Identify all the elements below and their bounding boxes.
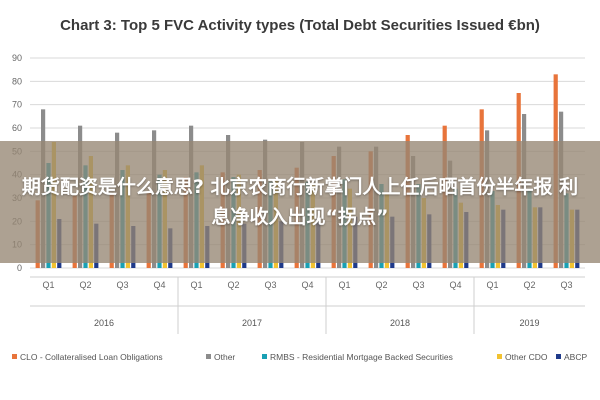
headline-banner[interactable]: 期货配资是什么意思? 北京农商行新掌门人上任后晒首份半年报 利息净收入出现“拐点… (0, 141, 600, 263)
legend-swatch (206, 354, 211, 359)
y-tick-label: 90 (12, 53, 22, 63)
y-tick-label: 80 (12, 76, 22, 86)
year-label: 2018 (390, 318, 410, 328)
y-tick-label: 60 (12, 123, 22, 133)
legend: CLO - Collateralised Loan Obligations Oth… (12, 352, 587, 362)
legend-swatch (12, 354, 17, 359)
x-tick-label: Q2 (523, 280, 535, 290)
headline-text[interactable]: 期货配资是什么意思? 北京农商行新掌门人上任后晒首份半年报 利息净收入出现“拐点… (21, 176, 579, 228)
legend-label: Other (214, 352, 235, 362)
year-label: 2019 (519, 318, 539, 328)
x-tick-label: Q2 (375, 280, 387, 290)
y-tick-label: 0 (17, 263, 22, 273)
legend-label: Other CDO (505, 352, 548, 362)
year-labels: 2016 2017 2018 2019 (94, 277, 540, 334)
x-tick-label: Q3 (560, 280, 572, 290)
chart-title: Chart 3: Top 5 FVC Activity types (Total… (60, 17, 540, 34)
legend-label: ABCP (564, 352, 587, 362)
x-tick-label: Q2 (79, 280, 91, 290)
y-tick-label: 70 (12, 100, 22, 110)
x-tick-label: Q4 (153, 280, 165, 290)
legend-label: CLO - Collateralised Loan Obligations (20, 352, 163, 362)
x-tick-label: Q1 (338, 280, 350, 290)
x-tick-label: Q1 (486, 280, 498, 290)
legend-swatch (497, 354, 502, 359)
x-tick-label: Q4 (449, 280, 461, 290)
x-tick-label: Q3 (412, 280, 424, 290)
x-tick-label: Q1 (190, 280, 202, 290)
x-tick-label: Q3 (264, 280, 276, 290)
x-tick-label: Q1 (42, 280, 54, 290)
legend-swatch (262, 354, 267, 359)
year-label: 2017 (242, 318, 262, 328)
x-tick-label: Q3 (116, 280, 128, 290)
x-tick-label: Q2 (227, 280, 239, 290)
legend-label: RMBS - Residential Mortgage Backed Secur… (270, 352, 453, 362)
x-axis-ticks: Q1 Q2 Q3 Q4 Q1 Q2 Q3 Q4 Q1 Q2 Q3 Q4 Q1 Q2 Q3 (30, 276, 585, 307)
legend-swatch (556, 354, 561, 359)
x-tick-label: Q4 (301, 280, 313, 290)
year-label: 2016 (94, 318, 114, 328)
